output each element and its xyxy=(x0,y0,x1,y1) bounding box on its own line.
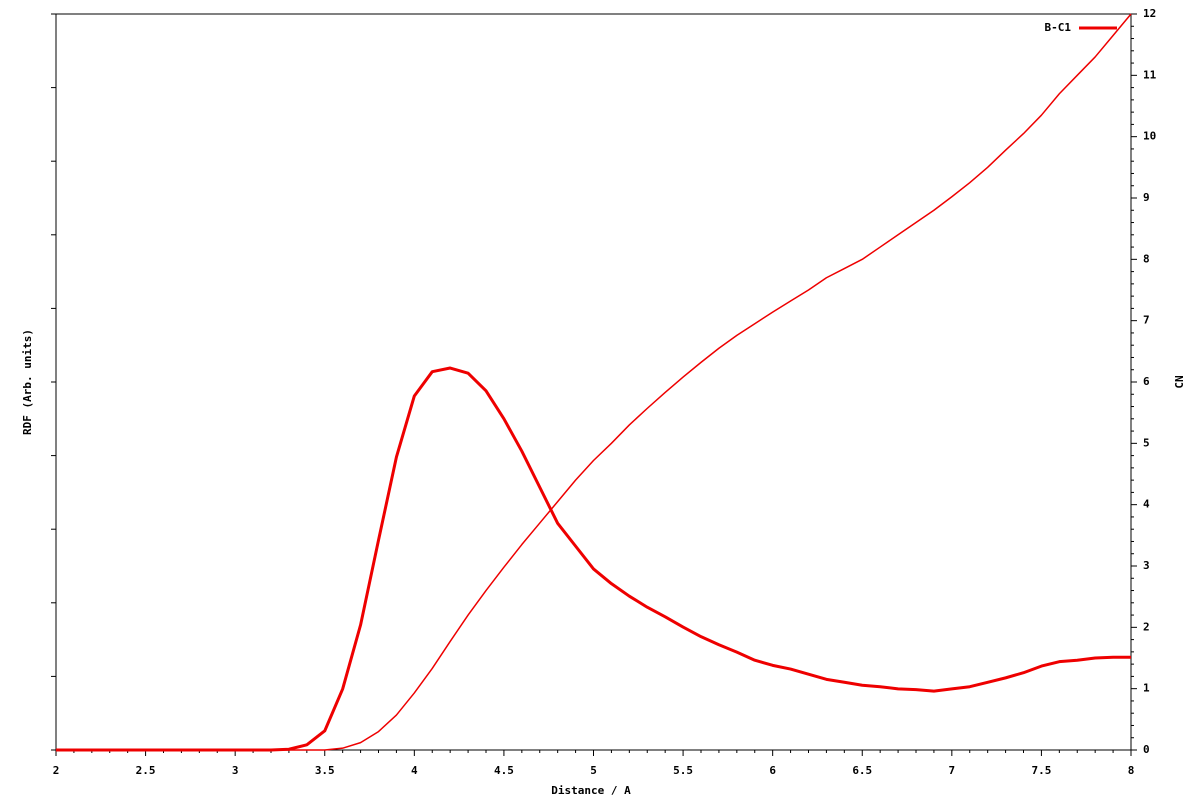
x-tick-label: 3.5 xyxy=(315,764,335,777)
y2-tick-label: 4 xyxy=(1143,498,1150,511)
x-tick-label: 2.5 xyxy=(136,764,156,777)
y2-tick-label: 12 xyxy=(1143,7,1156,20)
y2-tick-label: 7 xyxy=(1143,314,1150,327)
x-tick-label: 7.5 xyxy=(1031,764,1051,777)
y2-tick-label: 11 xyxy=(1143,68,1157,81)
y-axis-label: RDF (Arb. units) xyxy=(21,329,34,435)
series-line xyxy=(56,366,1131,752)
y2-tick-label: 5 xyxy=(1143,436,1150,449)
x-tick-label: 6.5 xyxy=(852,764,872,777)
x-tick-label: 8 xyxy=(1128,764,1135,777)
y2-tick-label: 8 xyxy=(1143,252,1150,265)
x-tick-label: 7 xyxy=(949,764,956,777)
x-tick-label: 6 xyxy=(769,764,776,777)
x-tick-label: 5 xyxy=(590,764,597,777)
x-axis-label: Distance / A xyxy=(551,784,631,797)
x-tick-label: 4 xyxy=(411,764,418,777)
y2-tick-label: 0 xyxy=(1143,743,1150,756)
x-tick-label: 2 xyxy=(53,764,60,777)
x-tick-label: 5.5 xyxy=(673,764,693,777)
y2-tick-label: 1 xyxy=(1143,682,1150,695)
y2-tick-label: 9 xyxy=(1143,191,1150,204)
x-tick-label: 3 xyxy=(232,764,239,777)
series-line xyxy=(56,13,1132,751)
y2-tick-label: 2 xyxy=(1143,620,1150,633)
plot-frame xyxy=(55,13,1132,751)
x-tick-label: 4.5 xyxy=(494,764,514,777)
legend-label: B-C1 xyxy=(1045,21,1072,34)
y2-tick-label: 6 xyxy=(1143,375,1150,388)
y2-tick-label: 10 xyxy=(1143,130,1156,143)
y2-axis-label: CN xyxy=(1173,375,1186,388)
y2-tick-label: 3 xyxy=(1143,559,1150,572)
